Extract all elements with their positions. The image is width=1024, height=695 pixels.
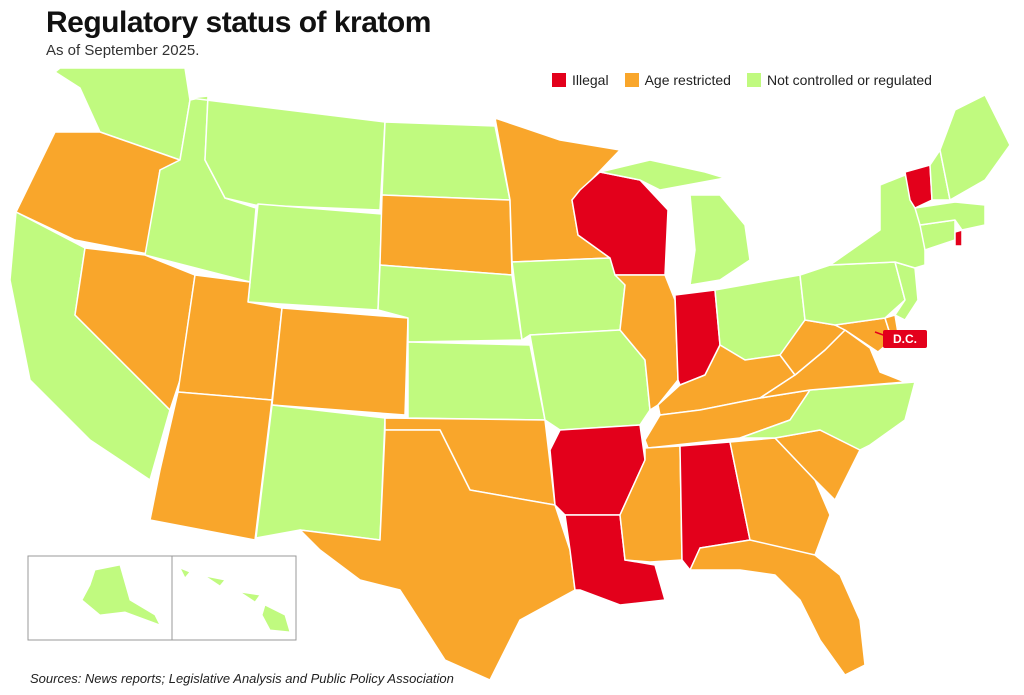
map-subtitle: As of September 2025. xyxy=(46,42,200,59)
state-hawaii xyxy=(178,567,291,633)
source-note: Sources: News reports; Legislative Analy… xyxy=(30,671,454,686)
inset-frame xyxy=(27,555,297,641)
state-pennsylvania xyxy=(799,261,906,326)
state-north-carolina xyxy=(739,381,916,451)
legend-swatch-age-restricted xyxy=(624,73,639,87)
legend-swatch-illegal xyxy=(552,73,566,87)
state-kansas xyxy=(407,341,546,421)
state-vermont xyxy=(904,164,933,209)
state-colorado xyxy=(271,307,409,416)
legend: Illegal Age restricted Not controlled or… xyxy=(552,72,938,88)
state-florida xyxy=(689,539,866,676)
state-massachusetts xyxy=(914,201,986,231)
legend-label-not-controlled: Not controlled or regulated xyxy=(766,72,932,88)
dc-label: D.C. xyxy=(883,330,927,348)
state-illinois xyxy=(614,274,679,411)
legend-item-age-restricted: Age restricted xyxy=(624,72,731,88)
state-rhode-island xyxy=(954,229,963,247)
state-maine xyxy=(939,94,1011,201)
state-wyoming xyxy=(247,203,383,311)
state-arizona xyxy=(149,391,273,541)
legend-item-not-controlled: Not controlled or regulated xyxy=(746,72,932,88)
state-south-dakota xyxy=(379,194,513,276)
state-michigan xyxy=(599,159,751,286)
state-north-dakota xyxy=(381,121,511,201)
legend-label-age-restricted: Age restricted xyxy=(644,72,731,88)
state-new-mexico xyxy=(255,404,386,541)
legend-swatch-not-controlled xyxy=(746,73,761,87)
legend-label-illegal: Illegal xyxy=(572,72,609,88)
legend-item-illegal: Illegal xyxy=(552,72,609,88)
state-iowa xyxy=(511,257,626,341)
map-title: Regulatory status of kratom xyxy=(46,6,431,39)
state-texas xyxy=(299,429,576,681)
state-alaska xyxy=(81,564,162,626)
